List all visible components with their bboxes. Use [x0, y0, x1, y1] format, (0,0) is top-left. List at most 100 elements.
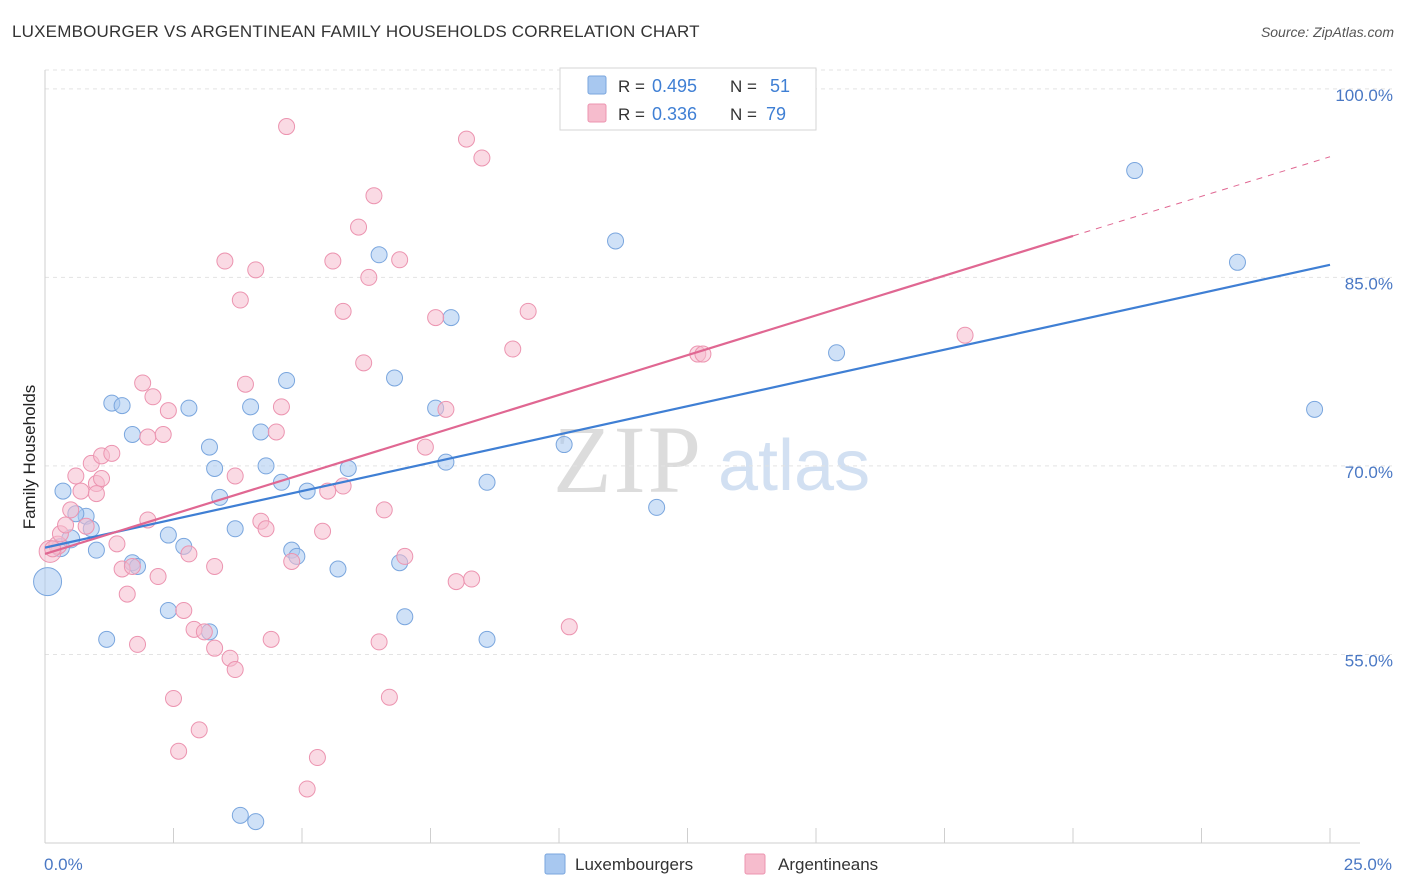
point-argentineans	[123, 557, 141, 575]
legend-r-label-2: R =	[618, 105, 650, 124]
point-argentineans	[72, 482, 90, 500]
point-luxembourgers	[33, 567, 63, 597]
point-argentineans	[247, 261, 265, 279]
point-argentineans	[380, 688, 398, 706]
point-argentineans	[216, 252, 234, 270]
point-argentineans	[314, 522, 332, 540]
point-luxembourgers	[242, 398, 260, 416]
point-argentineans	[365, 187, 383, 205]
point-luxembourgers	[555, 436, 573, 454]
point-argentineans	[427, 309, 445, 327]
point-argentineans	[103, 444, 121, 462]
point-luxembourgers	[252, 423, 270, 441]
point-argentineans	[165, 689, 182, 707]
point-luxembourgers	[607, 232, 625, 250]
point-argentineans	[139, 428, 157, 446]
point-argentineans	[190, 721, 208, 739]
point-argentineans	[370, 633, 388, 651]
point-argentineans	[278, 118, 296, 136]
point-argentineans	[118, 585, 136, 603]
point-argentineans	[154, 426, 172, 444]
watermark-zip: ZIP	[553, 406, 703, 513]
point-luxembourgers	[226, 520, 244, 538]
point-luxembourgers	[54, 482, 72, 500]
point-argentineans	[437, 400, 455, 418]
legend-r-value-1: 0.495	[652, 76, 697, 96]
point-luxembourgers	[200, 438, 218, 456]
point-argentineans	[447, 573, 465, 591]
point-argentineans	[175, 601, 193, 619]
point-argentineans	[62, 501, 80, 519]
series-legend-swatch-argentineans[interactable]	[744, 853, 766, 875]
point-luxembourgers	[1306, 400, 1324, 418]
point-luxembourgers	[113, 397, 131, 415]
point-argentineans	[350, 218, 368, 236]
series-legend-swatch-luxembourgers[interactable]	[544, 853, 566, 875]
y-tick-label: 100.0%	[1335, 86, 1393, 105]
point-argentineans	[560, 618, 578, 636]
point-luxembourgers	[123, 426, 141, 444]
trend-line-extension-argentineans	[1072, 156, 1331, 237]
point-argentineans	[391, 251, 409, 269]
point-argentineans	[159, 402, 177, 420]
chart-title: LUXEMBOURGER VS ARGENTINEAN FAMILY HOUSE…	[12, 22, 700, 41]
point-argentineans	[473, 149, 491, 167]
point-argentineans	[87, 485, 105, 503]
point-luxembourgers	[159, 601, 177, 619]
axes	[44, 70, 1360, 844]
point-argentineans	[170, 742, 188, 760]
point-luxembourgers	[648, 498, 666, 516]
point-luxembourgers	[442, 309, 460, 327]
point-argentineans	[257, 520, 275, 538]
point-argentineans	[134, 374, 152, 392]
point-argentineans	[457, 130, 475, 148]
point-argentineans	[334, 302, 352, 320]
trend-lines	[44, 156, 1331, 555]
point-luxembourgers	[231, 806, 249, 824]
point-argentineans	[355, 354, 373, 372]
point-luxembourgers	[370, 246, 388, 264]
point-argentineans	[180, 545, 198, 563]
point-argentineans	[272, 398, 290, 416]
gridlines	[45, 69, 1392, 655]
point-luxembourgers	[206, 459, 224, 477]
point-luxembourgers	[437, 453, 455, 471]
point-argentineans	[231, 291, 249, 309]
point-luxembourgers	[247, 813, 265, 831]
y-tick-label: 85.0%	[1345, 274, 1393, 293]
legend-swatch-blue	[587, 75, 607, 95]
point-luxembourgers	[396, 608, 414, 626]
point-argentineans	[324, 252, 342, 270]
point-luxembourgers	[478, 630, 496, 648]
point-argentineans	[206, 639, 224, 657]
point-argentineans	[195, 623, 213, 641]
point-argentineans	[360, 268, 378, 286]
x-tick-label-min: 0.0%	[44, 855, 83, 874]
point-argentineans	[463, 570, 481, 588]
series-legend-label-luxembourgers[interactable]: Luxembourgers	[575, 855, 693, 874]
point-luxembourgers	[386, 369, 404, 387]
point-argentineans	[504, 340, 522, 358]
point-argentineans	[108, 535, 126, 553]
point-luxembourgers	[180, 399, 198, 417]
series-legend-label-argentineans[interactable]: Argentineans	[778, 855, 878, 874]
legend-swatch-pink	[587, 103, 607, 123]
point-luxembourgers	[329, 560, 347, 578]
point-argentineans	[416, 438, 434, 456]
point-argentineans	[283, 552, 301, 570]
point-argentineans	[129, 635, 147, 653]
point-luxembourgers	[828, 344, 846, 362]
legend-n-value-2: 79	[766, 104, 786, 124]
point-argentineans	[77, 517, 95, 535]
x-tick-label-max: 25.0%	[1344, 855, 1392, 874]
point-luxembourgers	[87, 541, 105, 559]
point-luxembourgers	[478, 473, 496, 491]
legend-r-value-2: 0.336	[652, 104, 697, 124]
point-argentineans	[267, 423, 285, 441]
point-argentineans	[308, 749, 326, 767]
legend-n-value-1: 51	[770, 76, 790, 96]
y-tick-label: 55.0%	[1345, 651, 1393, 670]
point-argentineans	[236, 375, 254, 393]
point-luxembourgers	[98, 630, 116, 648]
